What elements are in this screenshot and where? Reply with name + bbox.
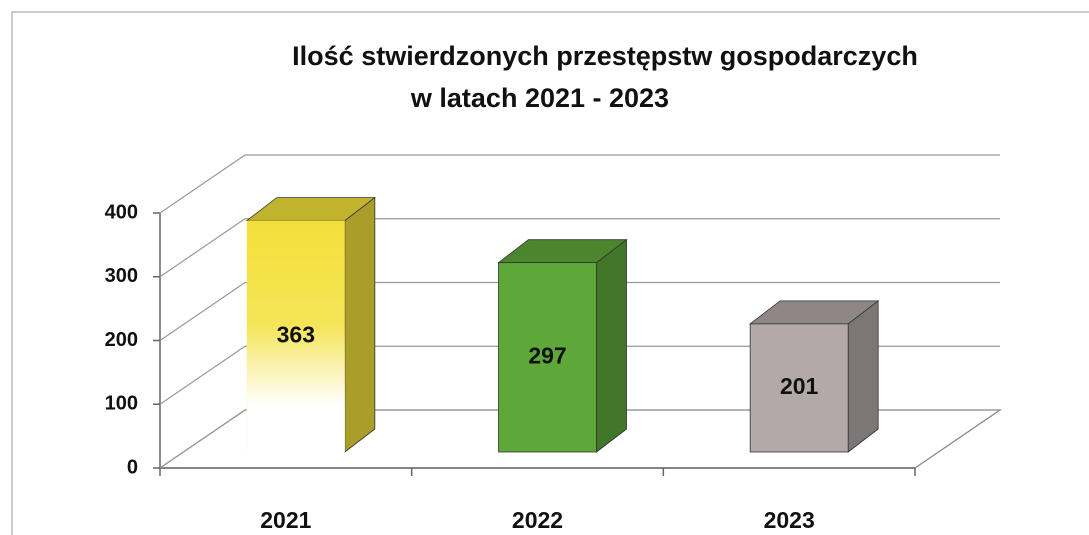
chart-title: w latach 2021 - 2023 bbox=[410, 83, 669, 113]
x-tick-label: 2023 bbox=[764, 507, 815, 533]
y-tick-label: 100 bbox=[105, 393, 138, 415]
bar-side bbox=[847, 300, 879, 453]
chart-title: Ilość stwierdzonych przestępstw gospodar… bbox=[292, 41, 918, 71]
y-tick-label: 200 bbox=[105, 329, 138, 351]
grid-line bbox=[159, 154, 1000, 214]
plot: 0 100 200 300 400 363 2021 297 2022 201 2023 bbox=[105, 154, 1003, 533]
bar-side bbox=[596, 238, 627, 453]
data-label: 363 bbox=[277, 321, 315, 347]
grid-line bbox=[159, 409, 1000, 469]
bar bbox=[749, 323, 849, 453]
bar-side bbox=[344, 196, 376, 453]
y-tick-label: 400 bbox=[105, 201, 138, 223]
bar bbox=[498, 262, 597, 453]
x-tick-label: 2021 bbox=[260, 507, 311, 533]
data-label: 201 bbox=[780, 373, 819, 399]
grid-line bbox=[159, 218, 1000, 278]
chart-frame bbox=[11, 11, 1089, 535]
bar-fade bbox=[246, 220, 345, 452]
y-tick-label: 0 bbox=[127, 456, 138, 478]
grid-line bbox=[159, 345, 1000, 405]
data-label: 297 bbox=[528, 342, 566, 368]
x-tick-label: 2022 bbox=[512, 507, 563, 533]
grid-line bbox=[159, 281, 1000, 341]
y-tick-label: 300 bbox=[105, 265, 138, 287]
bar-top bbox=[245, 197, 377, 221]
